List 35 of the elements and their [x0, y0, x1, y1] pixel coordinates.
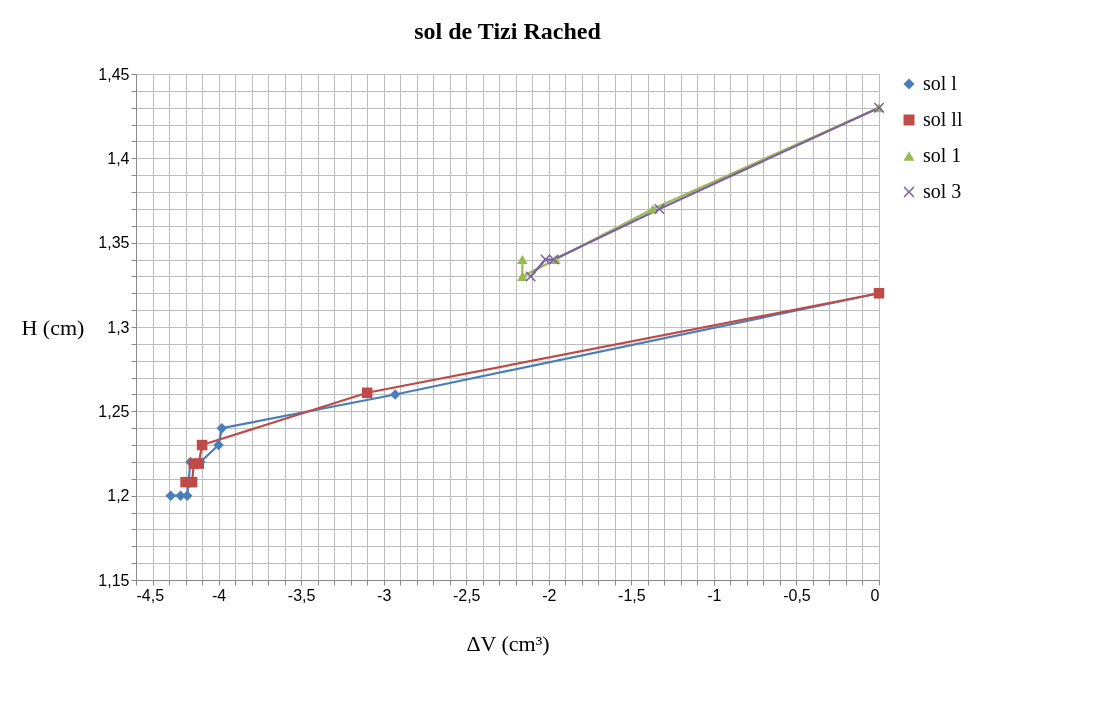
x-tick-label: -1: [707, 586, 722, 604]
y-tick-label: 1,4: [107, 149, 130, 167]
y-tick-label: 1,2: [107, 487, 130, 505]
x-tick-label: -3: [377, 586, 392, 604]
legend-label: sol 1: [923, 144, 962, 166]
x-tick-label: -1,5: [618, 586, 646, 604]
x-tick-label: -4,5: [136, 586, 165, 604]
legend-label: sol 3: [923, 180, 962, 202]
point: [213, 439, 224, 451]
point: [216, 422, 228, 434]
point: [525, 271, 536, 282]
x-tick-label: -3,5: [287, 586, 316, 604]
y-tick-label: 1,45: [98, 65, 130, 83]
chart-title: sol de Tizi Rached: [414, 18, 602, 44]
x-tick-label: 0: [870, 586, 880, 604]
legend-label: sol ll: [923, 108, 963, 130]
point: [517, 271, 528, 281]
point: [654, 203, 665, 215]
legend-label: sol l: [923, 72, 958, 94]
point: [196, 439, 208, 451]
point: [165, 490, 176, 501]
y-tick-label: 1,35: [98, 234, 130, 252]
y-tick-label: 1,25: [98, 402, 130, 420]
y-axis-title: H (cm): [21, 314, 85, 340]
x-tick-label: -4: [211, 586, 227, 604]
point: [517, 254, 528, 265]
x-axis-title: ΔV (cm³): [466, 630, 550, 656]
point: [389, 389, 401, 400]
x-tick-label: -2: [542, 586, 557, 604]
point: [186, 476, 198, 488]
x-tick-label: -0,5: [783, 586, 811, 604]
x-tick-label: -2,5: [452, 586, 481, 604]
y-tick-label: 1,15: [98, 571, 130, 589]
y-tick-label: 1,3: [107, 318, 130, 336]
point: [361, 387, 373, 399]
